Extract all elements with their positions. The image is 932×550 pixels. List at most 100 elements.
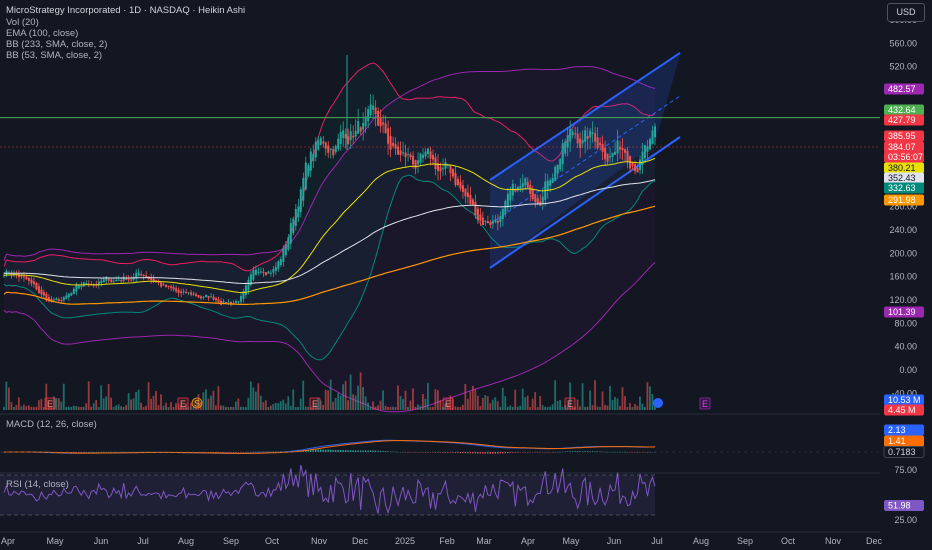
candle-body	[304, 162, 307, 190]
volume-bar	[484, 395, 487, 410]
time-axis-label: Oct	[265, 536, 280, 546]
candle-body	[466, 192, 469, 198]
macd-histogram-bar	[112, 451, 115, 453]
candle-body	[481, 217, 484, 225]
macd-histogram-bar	[80, 452, 82, 453]
macd-histogram-bar	[105, 451, 107, 453]
volume-bar	[50, 406, 53, 410]
volume-bar	[536, 407, 539, 410]
candle-body	[437, 163, 439, 172]
volume-bar	[224, 406, 227, 410]
volume-bar	[100, 385, 103, 410]
volume-bar	[427, 382, 429, 410]
channel-lower-line[interactable]	[489, 136, 681, 269]
macd-histogram-bar	[596, 451, 599, 452]
indicator-bb233-label[interactable]: BB (233, SMA, close, 2)	[6, 39, 108, 50]
macd-histogram-bar	[576, 451, 579, 452]
candle-body	[102, 279, 105, 283]
upcoming-event-marker[interactable]	[653, 398, 663, 408]
macd-histogram-bar	[507, 452, 509, 454]
earnings-marker-box[interactable]	[699, 397, 711, 410]
macd-histogram-bar	[514, 452, 516, 453]
candle-body	[342, 130, 345, 138]
time-axis[interactable]: Apr May Jun Jul Aug Sep Oct Nov Dec 2025 Feb Mar Apr…	[1, 536, 883, 546]
macd-histogram-bar	[3, 452, 5, 453]
earnings-marker-box[interactable]	[177, 397, 189, 410]
macd-histogram-bar	[215, 452, 217, 453]
candle-body	[339, 131, 342, 144]
volume-bar	[262, 402, 265, 410]
macd-histogram-bar	[454, 452, 457, 453]
volume-bar	[284, 403, 287, 410]
volume-bar	[237, 398, 240, 410]
volume-bar	[155, 390, 157, 410]
candle-body	[319, 137, 322, 145]
volume-bar	[476, 395, 479, 410]
dividend-marker[interactable]	[191, 397, 203, 409]
symbol-title[interactable]: MicroStrategy Incorporated · 1D · NASDAQ…	[6, 5, 246, 16]
earnings-marker-box[interactable]	[442, 397, 454, 410]
volume-bar	[342, 384, 345, 410]
earnings-marker-box[interactable]	[44, 397, 56, 410]
volume-bar	[579, 406, 581, 410]
volume-bar	[601, 391, 604, 410]
earnings-marker-box[interactable]	[309, 397, 321, 410]
macd-histogram-bar	[122, 451, 125, 453]
volume-bar	[282, 399, 285, 410]
dividend-marker-label: S	[194, 399, 200, 409]
candle-body	[182, 291, 185, 293]
volume-bar	[17, 397, 20, 410]
macd-histogram-bar	[487, 452, 489, 454]
macd-histogram-bar	[442, 452, 444, 453]
volume-bar	[167, 406, 170, 410]
candle-body	[262, 271, 265, 273]
candle-body	[349, 131, 352, 141]
candle-body	[145, 275, 148, 278]
volume-bar	[150, 398, 152, 410]
volume-bar	[364, 396, 367, 410]
volume-bar	[606, 405, 609, 410]
horizontal-price-line[interactable]	[0, 117, 880, 148]
volume-bar	[264, 400, 267, 410]
candle-body	[242, 290, 245, 299]
candle-body	[344, 134, 347, 139]
candle-body	[372, 105, 375, 110]
candle-body	[541, 196, 544, 204]
candle-body	[566, 135, 569, 148]
bb233-fill	[4, 66, 655, 412]
candle-body	[606, 153, 609, 162]
volume-bar	[195, 406, 197, 410]
macd-histogram-bar	[459, 452, 462, 454]
volume-bar	[157, 405, 160, 410]
macd-histogram-bar	[130, 451, 132, 453]
indicator-bb53-label[interactable]: BB (53, SMA, close, 2)	[6, 50, 103, 61]
volume-bar	[117, 404, 120, 410]
candle-body	[651, 130, 654, 144]
currency-button[interactable]: USD	[887, 3, 925, 22]
candle-body	[140, 274, 143, 276]
bb233-upper-line	[3, 65, 656, 261]
price-tag-value: 4.45 M	[888, 405, 916, 415]
volume-bar	[272, 404, 275, 410]
candle-body	[594, 133, 597, 142]
candle-body	[429, 151, 432, 159]
channel-upper-line[interactable]	[489, 52, 681, 181]
candle-body	[546, 180, 549, 191]
time-axis-label: Jul	[651, 536, 663, 546]
earnings-markers[interactable]: E E E E E ES	[44, 397, 711, 410]
time-axis-label: Sep	[223, 536, 239, 546]
candle-body	[439, 167, 442, 172]
earnings-marker-box[interactable]	[564, 397, 576, 410]
volume-bar	[644, 406, 646, 410]
volume-bar	[509, 405, 512, 410]
macd-pane-title[interactable]: MACD (12, 26, close)	[6, 419, 97, 430]
indicator-volume-label[interactable]: Vol (20)	[6, 17, 39, 28]
rsi-pane-title[interactable]: RSI (14, close)	[6, 479, 69, 490]
indicator-ema-label[interactable]: EMA (100, close)	[6, 28, 79, 39]
volume-bar	[616, 398, 619, 410]
earnings-marker-label: E	[312, 399, 318, 409]
time-axis-label: 2025	[395, 536, 415, 546]
candle-body	[60, 300, 63, 302]
candle-body	[20, 275, 23, 277]
